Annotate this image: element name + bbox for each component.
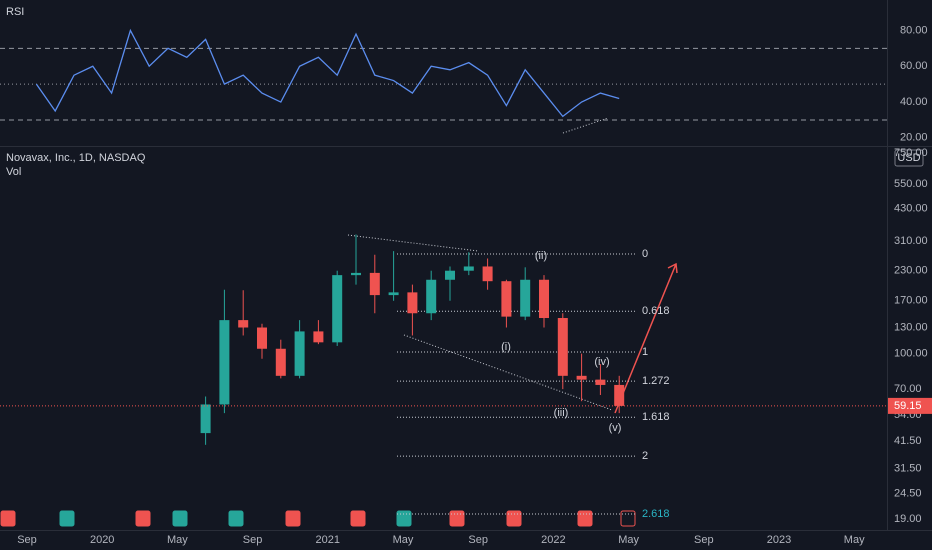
rsi-tick-label: 60.00 xyxy=(900,60,928,72)
time-tick-label: May xyxy=(167,534,188,546)
candle-body xyxy=(445,270,455,280)
candle-body xyxy=(614,384,625,406)
earnings-icon xyxy=(577,510,593,527)
wave-label: (v) xyxy=(609,422,622,434)
time-tick-label: May xyxy=(393,534,414,546)
earnings-icon xyxy=(0,510,16,527)
fib-label: 1.272 xyxy=(642,375,670,387)
rsi-tick-label: 20.00 xyxy=(900,132,928,144)
trendlines xyxy=(347,117,613,411)
candle-body xyxy=(595,379,606,385)
candle-body xyxy=(369,272,380,296)
earnings-icon xyxy=(172,510,188,527)
candle-body xyxy=(426,279,437,314)
price-tick-label: 100.00 xyxy=(894,348,928,360)
rsi-tick-label: 80.00 xyxy=(900,24,928,36)
price-tick-label: 170.00 xyxy=(894,295,928,307)
candle-body xyxy=(238,320,249,328)
candle-body xyxy=(557,318,568,376)
rsi-tick-label: 40.00 xyxy=(900,96,928,108)
candle-body xyxy=(407,292,418,314)
price-tick-label: 24.50 xyxy=(894,488,922,500)
candle-body xyxy=(332,275,343,343)
earnings-icon xyxy=(228,510,244,527)
wave-label: (iv) xyxy=(594,356,609,368)
rsi-label: RSI xyxy=(6,6,24,18)
price-tick-label: 70.00 xyxy=(894,383,922,395)
wave-label: (iii) xyxy=(554,407,569,419)
time-tick-label: 2023 xyxy=(767,534,791,546)
time-tick-label: Sep xyxy=(468,534,488,546)
time-tick-label: 2021 xyxy=(316,534,340,546)
price-tick-label: 230.00 xyxy=(894,265,928,277)
candle-body xyxy=(219,320,230,405)
last-price-box xyxy=(888,397,932,414)
time-tick-label: May xyxy=(844,534,865,546)
candle-body xyxy=(520,279,531,317)
candle-body xyxy=(576,375,587,380)
candle-body xyxy=(482,266,493,282)
candle-body xyxy=(257,327,267,349)
candle-body xyxy=(313,331,324,343)
time-tick-label: 2020 xyxy=(90,534,114,546)
last-price-label: 59.15 xyxy=(894,400,922,412)
candle-body xyxy=(463,266,474,271)
time-tick-label: May xyxy=(618,534,639,546)
earnings-icons xyxy=(0,510,636,527)
price-tick-label: 19.00 xyxy=(894,513,922,525)
price-tick-label: 430.00 xyxy=(894,202,928,214)
projection-arrow xyxy=(614,262,678,414)
fib-label: 1 xyxy=(642,346,648,358)
currency-box[interactable] xyxy=(894,149,924,167)
price-tick-label: 130.00 xyxy=(894,321,928,333)
earnings-icon xyxy=(620,510,636,527)
earnings-icon xyxy=(135,510,151,527)
candle-body xyxy=(351,272,361,276)
rsi-line xyxy=(35,28,620,118)
fib-label: 2.618 xyxy=(642,508,670,520)
candle-body xyxy=(501,281,512,317)
time-tick-label: 2022 xyxy=(541,534,565,546)
candle-body xyxy=(294,331,305,376)
wave-label: (i) xyxy=(501,341,511,353)
earnings-icon xyxy=(59,510,75,527)
earnings-icon xyxy=(449,510,465,527)
price-tick-label: 310.00 xyxy=(894,235,928,247)
earnings-icon xyxy=(506,510,522,527)
time-tick-label: Sep xyxy=(243,534,263,546)
symbol-label: Novavax, Inc., 1D, NASDAQ xyxy=(6,152,146,164)
price-tick-label: 41.50 xyxy=(894,435,922,447)
volume-label: Vol xyxy=(6,166,21,178)
earnings-icon xyxy=(350,510,366,527)
earnings-icon xyxy=(285,510,301,527)
currency: USD xyxy=(897,152,920,164)
price-tick-label: 550.00 xyxy=(894,178,928,190)
wave-label: (ii) xyxy=(535,250,547,262)
fib-label: 0 xyxy=(642,248,648,260)
candle-body xyxy=(539,279,549,319)
fib-label: 1.618 xyxy=(642,411,670,423)
candle-body xyxy=(388,292,399,296)
candle-body xyxy=(275,348,286,376)
candle-body xyxy=(200,404,211,434)
fib-label: 0.618 xyxy=(642,305,670,317)
earnings-icon xyxy=(396,510,412,527)
time-tick-label: Sep xyxy=(17,534,37,546)
price-tick-label: 750.00 xyxy=(894,147,928,159)
price-tick-label: 31.50 xyxy=(894,463,922,475)
fib-label: 2 xyxy=(642,450,648,462)
time-tick-label: Sep xyxy=(694,534,714,546)
